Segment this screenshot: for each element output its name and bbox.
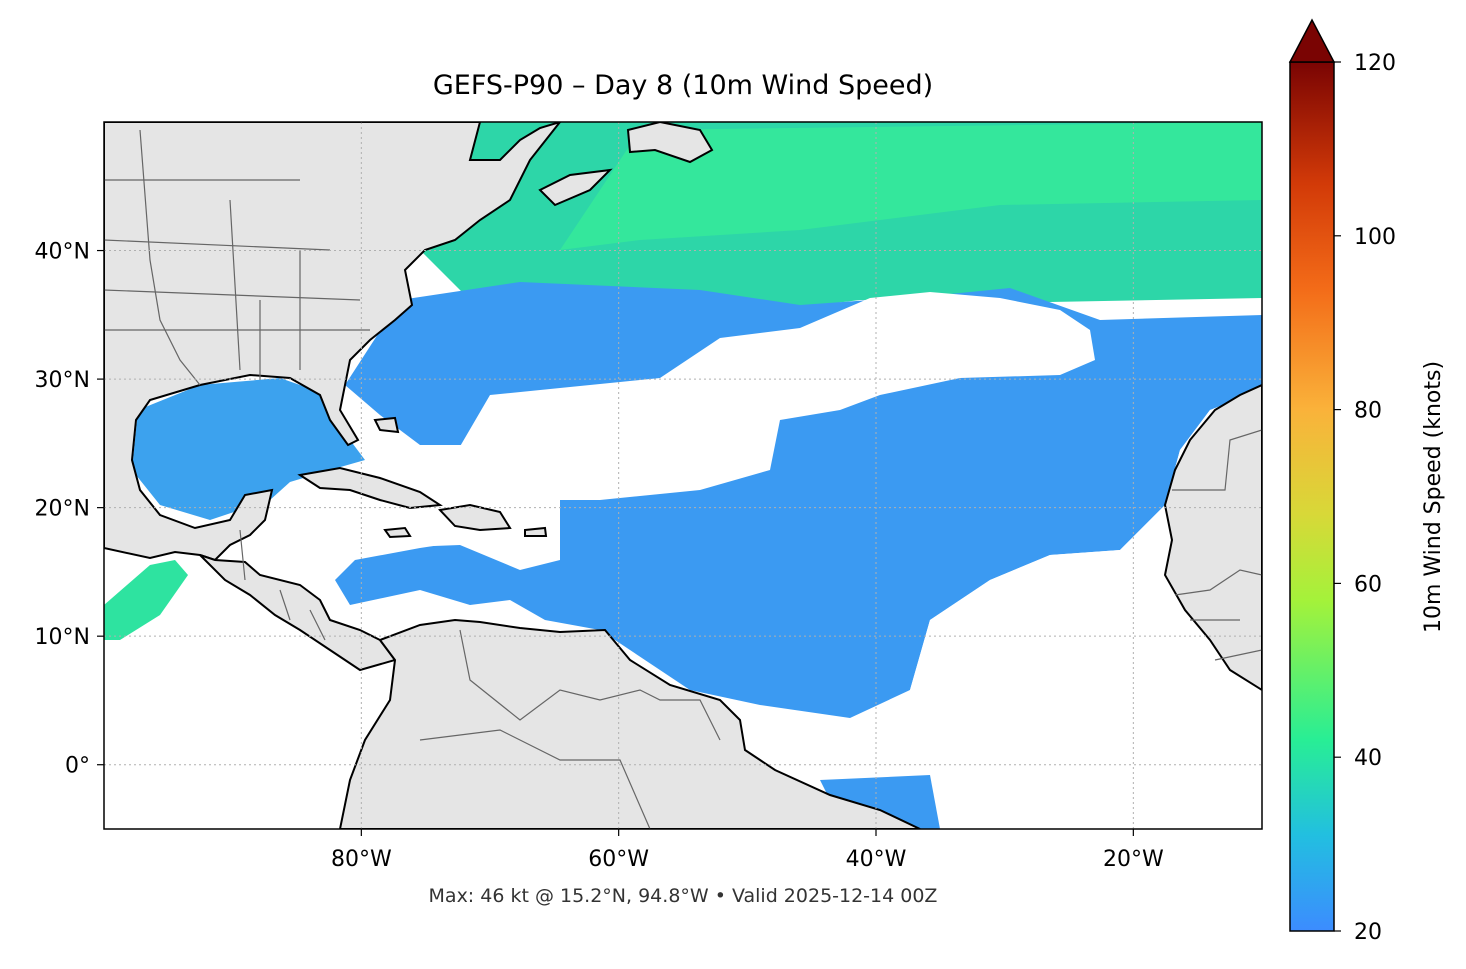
colorbar-body: [1289, 61, 1335, 932]
lat-tick-label: 40°N: [35, 240, 90, 265]
lat-tick-label: 30°N: [35, 368, 90, 393]
lat-tick-label: 10°N: [35, 625, 90, 650]
land: [104, 122, 1262, 829]
lon-tick-label: 20°W: [1103, 847, 1164, 872]
colorbar-tick-label: 80: [1354, 399, 1382, 424]
wind-field-south: [820, 775, 940, 829]
colorbar-ticks: 20 40 60 80 100 120: [1334, 51, 1396, 945]
nova-scotia: [538, 168, 613, 207]
colorbar-tick-label: 120: [1354, 51, 1396, 76]
bahamas: [373, 416, 400, 434]
north-america: [104, 122, 562, 562]
map-area: [104, 122, 1262, 829]
latitude-ticks: 0° 10°N 20°N 30°N 40°N: [35, 240, 104, 779]
wind-field-high-band: [560, 122, 1262, 250]
newfoundland: [626, 122, 714, 164]
calm-area: [455, 292, 1095, 505]
cuba: [297, 466, 443, 510]
colorbar-label: 10m Wind Speed (knots): [1421, 361, 1446, 633]
colorbar-tick-label: 40: [1354, 746, 1382, 771]
map-title: GEFS-P90 – Day 8 (10m Wind Speed): [432, 70, 934, 101]
gridlines: [104, 122, 1262, 829]
lon-tick-label: 60°W: [588, 847, 649, 872]
lat-tick-label: 20°N: [35, 497, 90, 522]
wind-field-gulf: [132, 378, 365, 520]
colorbar-tick-label: 60: [1354, 572, 1382, 597]
hispaniola: [437, 503, 512, 532]
map-frame: [103, 121, 1263, 830]
africa: [1163, 383, 1262, 692]
wind-field-tehuantepec: [104, 560, 188, 640]
lon-tick-label: 40°W: [846, 847, 907, 872]
calm-area-east: [860, 390, 1262, 829]
calm-area-caribbean: [265, 470, 560, 570]
colorbar-tick-label: 100: [1354, 225, 1396, 250]
colorbar: 20 40 60 80 100 120 10m Wind Speed (knots): [1288, 18, 1446, 945]
colorbar-extend-arrow: [1288, 18, 1336, 63]
lat-tick-label: 0°: [65, 754, 90, 779]
longitude-ticks: 80°W 60°W 40°W 20°W: [331, 829, 1164, 872]
max-wind-caption: Max: 46 kt @ 15.2°N, 94.8°W • Valid 2025…: [428, 885, 938, 907]
puerto-rico: [524, 526, 548, 537]
south-america: [338, 618, 921, 829]
jamaica: [383, 526, 412, 539]
borders: [104, 129, 1262, 829]
colorbar-tick-label: 20: [1354, 920, 1382, 945]
lon-tick-label: 80°W: [331, 847, 392, 872]
